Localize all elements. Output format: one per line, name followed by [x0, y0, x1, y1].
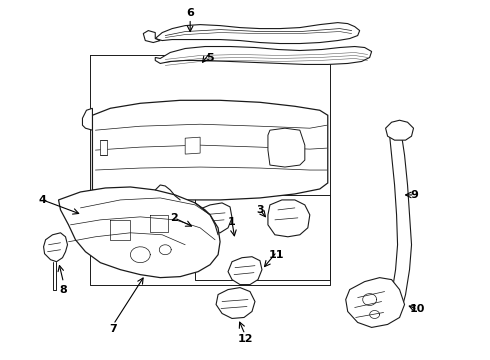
- Polygon shape: [228, 257, 262, 285]
- Polygon shape: [155, 23, 360, 44]
- Polygon shape: [58, 187, 220, 278]
- Polygon shape: [268, 128, 305, 167]
- Polygon shape: [155, 46, 371, 64]
- Polygon shape: [185, 137, 200, 154]
- Text: 6: 6: [186, 8, 194, 18]
- Polygon shape: [390, 135, 412, 310]
- Text: 10: 10: [410, 305, 425, 315]
- Polygon shape: [346, 278, 405, 328]
- Text: 1: 1: [228, 217, 236, 227]
- Text: 11: 11: [269, 250, 285, 260]
- Polygon shape: [216, 288, 255, 319]
- Polygon shape: [100, 140, 107, 155]
- Text: 7: 7: [109, 324, 117, 334]
- Text: 12: 12: [237, 334, 253, 345]
- Text: 5: 5: [206, 54, 214, 63]
- Polygon shape: [143, 31, 160, 42]
- Text: 3: 3: [256, 205, 264, 215]
- Text: 8: 8: [60, 284, 68, 294]
- Polygon shape: [93, 100, 328, 200]
- Polygon shape: [386, 120, 414, 140]
- Text: 2: 2: [171, 213, 178, 223]
- Polygon shape: [195, 203, 232, 233]
- Polygon shape: [82, 108, 93, 130]
- Polygon shape: [44, 233, 68, 262]
- Polygon shape: [268, 200, 310, 237]
- Text: 9: 9: [411, 190, 418, 200]
- Text: 4: 4: [39, 195, 47, 205]
